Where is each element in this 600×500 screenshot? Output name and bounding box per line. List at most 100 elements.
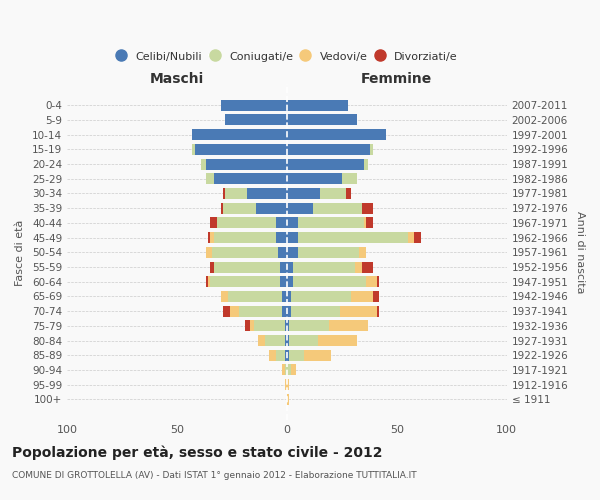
Bar bbox=[210, 218, 217, 228]
Bar bbox=[214, 262, 280, 272]
Bar bbox=[280, 262, 287, 272]
Bar bbox=[223, 188, 226, 199]
Text: Maschi: Maschi bbox=[150, 72, 204, 86]
Bar bbox=[287, 144, 370, 155]
Bar bbox=[217, 218, 276, 228]
Bar bbox=[298, 218, 364, 228]
Bar bbox=[230, 306, 239, 316]
Bar bbox=[283, 291, 287, 302]
Bar bbox=[359, 247, 366, 258]
Bar bbox=[415, 232, 421, 243]
Bar bbox=[346, 188, 350, 199]
Bar bbox=[320, 188, 346, 199]
Bar bbox=[210, 232, 214, 243]
Bar bbox=[226, 188, 247, 199]
Bar bbox=[250, 320, 254, 332]
Bar bbox=[287, 394, 289, 405]
Text: COMUNE DI GROTTOLELLA (AV) - Dati ISTAT 1° gennaio 2012 - Elaborazione TUTTITALI: COMUNE DI GROTTOLELLA (AV) - Dati ISTAT … bbox=[12, 470, 416, 480]
Bar bbox=[221, 291, 227, 302]
Bar bbox=[276, 350, 284, 361]
Bar bbox=[245, 320, 250, 332]
Bar bbox=[364, 158, 368, 170]
Text: Popolazione per età, sesso e stato civile - 2012: Popolazione per età, sesso e stato civil… bbox=[12, 446, 383, 460]
Bar bbox=[287, 114, 357, 126]
Bar bbox=[276, 218, 287, 228]
Bar bbox=[287, 291, 291, 302]
Bar bbox=[210, 262, 214, 272]
Bar bbox=[221, 100, 287, 111]
Bar bbox=[355, 262, 362, 272]
Bar bbox=[193, 129, 287, 140]
Bar bbox=[214, 232, 276, 243]
Bar bbox=[293, 262, 355, 272]
Bar bbox=[377, 276, 379, 287]
Bar bbox=[284, 350, 287, 361]
Bar bbox=[287, 320, 289, 332]
Bar bbox=[221, 202, 223, 213]
Bar bbox=[214, 174, 287, 184]
Bar bbox=[362, 262, 373, 272]
Bar bbox=[223, 202, 256, 213]
Bar bbox=[247, 188, 287, 199]
Bar bbox=[276, 232, 287, 243]
Bar bbox=[287, 218, 298, 228]
Bar bbox=[340, 306, 377, 316]
Bar bbox=[256, 202, 287, 213]
Bar bbox=[193, 144, 194, 155]
Bar bbox=[226, 114, 287, 126]
Bar bbox=[362, 202, 373, 213]
Y-axis label: Anni di nascita: Anni di nascita bbox=[575, 211, 585, 294]
Bar bbox=[317, 335, 357, 346]
Bar bbox=[291, 291, 350, 302]
Bar bbox=[201, 158, 206, 170]
Bar bbox=[283, 306, 287, 316]
Bar bbox=[269, 350, 276, 361]
Bar bbox=[293, 276, 366, 287]
Bar bbox=[227, 291, 283, 302]
Bar bbox=[239, 306, 283, 316]
Bar bbox=[284, 320, 287, 332]
Bar bbox=[212, 247, 278, 258]
Bar bbox=[287, 158, 364, 170]
Bar bbox=[289, 350, 304, 361]
Bar bbox=[329, 320, 368, 332]
Bar bbox=[254, 320, 284, 332]
Bar bbox=[287, 276, 293, 287]
Bar bbox=[287, 202, 313, 213]
Bar bbox=[287, 306, 291, 316]
Bar bbox=[206, 174, 214, 184]
Bar bbox=[291, 306, 340, 316]
Text: Femmine: Femmine bbox=[361, 72, 433, 86]
Bar bbox=[313, 202, 362, 213]
Bar bbox=[280, 276, 287, 287]
Bar bbox=[366, 218, 373, 228]
Bar bbox=[287, 379, 289, 390]
Bar bbox=[291, 364, 296, 376]
Bar bbox=[366, 276, 377, 287]
Bar bbox=[284, 335, 287, 346]
Bar bbox=[223, 306, 230, 316]
Bar bbox=[284, 379, 287, 390]
Bar bbox=[342, 174, 357, 184]
Bar bbox=[287, 100, 349, 111]
Bar bbox=[287, 262, 293, 272]
Bar bbox=[408, 232, 415, 243]
Bar bbox=[373, 291, 379, 302]
Legend: Celibi/Nubili, Coniugati/e, Vedovi/e, Divorziati/e: Celibi/Nubili, Coniugati/e, Vedovi/e, Di… bbox=[112, 46, 463, 66]
Bar bbox=[304, 350, 331, 361]
Bar bbox=[287, 350, 289, 361]
Bar bbox=[283, 364, 284, 376]
Bar bbox=[298, 232, 408, 243]
Bar bbox=[298, 247, 359, 258]
Bar bbox=[377, 306, 379, 316]
Bar bbox=[206, 247, 212, 258]
Bar bbox=[208, 276, 210, 287]
Bar bbox=[289, 320, 329, 332]
Bar bbox=[208, 232, 210, 243]
Bar bbox=[287, 232, 298, 243]
Bar bbox=[278, 247, 287, 258]
Bar bbox=[350, 291, 373, 302]
Bar bbox=[287, 129, 386, 140]
Bar bbox=[364, 218, 366, 228]
Bar bbox=[287, 335, 289, 346]
